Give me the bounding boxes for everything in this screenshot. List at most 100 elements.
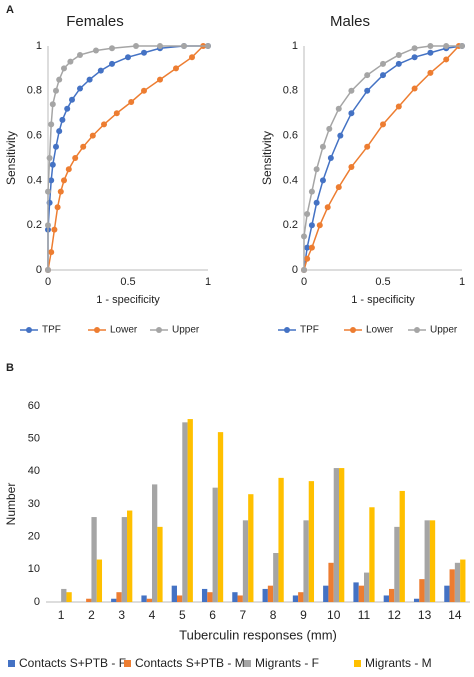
y-tick-label: 0 [36,264,42,276]
point [335,184,342,191]
point [348,110,355,117]
point [364,87,371,94]
point [141,87,147,94]
y-tick-label: 1 [36,40,42,52]
y-tick-label: 50 [28,433,40,445]
point [173,65,179,72]
point [61,177,67,184]
point [53,87,59,94]
point [48,249,55,256]
y-tick-label: 1 [292,40,298,52]
legend-label: Upper [172,325,200,336]
x-tick-label: 11 [358,608,371,622]
point [327,155,334,161]
bar [187,419,193,602]
bar [353,582,359,602]
point [64,105,71,112]
legend-marker [94,327,100,333]
point [72,155,79,161]
bar [201,588,208,602]
point [337,132,344,139]
x-tick-label: 0.5 [375,276,390,288]
point [77,51,83,58]
bar [217,432,224,602]
series-line [303,45,462,270]
point [109,45,115,52]
point [133,43,139,49]
x-tick-label: 0.5 [120,276,135,288]
y-axis-label: Number [4,483,18,526]
point [89,132,96,139]
bar [262,588,268,602]
point [316,222,323,229]
bar [278,477,284,602]
legend-marker [284,327,290,333]
series-line [303,45,463,271]
bar [152,484,158,602]
legend-label: Migrants - M [365,656,432,670]
bar [323,585,329,602]
point [80,143,87,150]
x-tick-label: 12 [388,608,402,622]
point [54,204,61,211]
bar [328,562,334,602]
point [364,72,371,79]
series-line [47,45,208,270]
point [427,49,434,56]
point [109,60,115,67]
point [313,199,320,206]
bar [369,507,375,602]
point [67,58,74,65]
bar [212,487,218,602]
bar [399,490,405,602]
series-line [47,45,208,270]
point [53,143,59,150]
bar [237,595,243,602]
point [56,76,63,83]
bar [444,585,450,602]
x-axis-label: 1 - specificity [96,294,160,306]
series-line [303,45,460,271]
legend-label: Upper [430,325,458,336]
y-tick-label: 0 [292,264,298,276]
point [125,54,131,61]
bar [242,520,249,602]
x-tick-label: 9 [300,608,307,622]
point [301,233,307,240]
point [157,43,163,49]
x-tick-label: 13 [418,608,432,622]
point [411,54,418,61]
bar [413,598,420,602]
legend-label: Lower [366,325,394,336]
legend-swatch [8,660,15,667]
bar [267,585,274,602]
point [395,60,402,67]
point [443,43,450,49]
point [157,76,163,83]
point [380,72,386,79]
bar [424,520,430,602]
point [48,121,55,128]
bar [454,562,461,602]
point [101,121,107,128]
point [45,222,51,229]
y-tick-label: 0 [34,596,40,608]
y-tick-label: 40 [28,465,40,477]
bar [127,510,133,602]
y-axis-label: Sensitivity [260,131,274,185]
point [301,267,307,273]
point [45,267,51,273]
bar [232,592,238,602]
point [57,188,64,195]
x-tick-label: 8 [270,608,277,622]
x-tick-label: 6 [209,608,216,622]
point [326,125,333,132]
point [65,166,72,173]
bar [460,559,466,602]
bar [449,569,455,602]
x-axis-label: Tuberculin responses (mm) [179,627,337,642]
bar [146,598,152,602]
bar [111,598,117,602]
x-tick-label: 2 [88,608,95,622]
y-tick-label: 0.4 [27,174,42,186]
